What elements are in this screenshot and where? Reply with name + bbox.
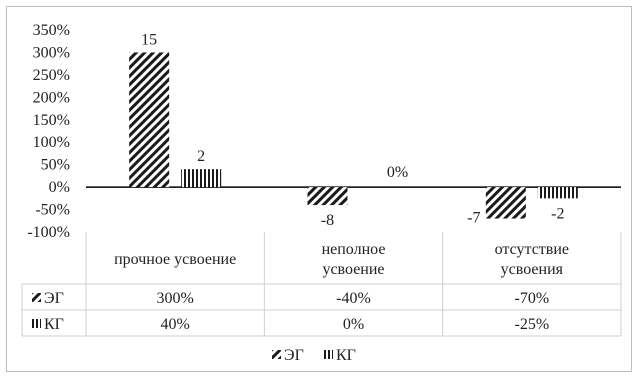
table-cell: 40%: [161, 316, 190, 333]
table-cell: -25%: [515, 316, 550, 333]
y-tick-label: 100%: [33, 134, 70, 151]
y-tick-label: 300%: [33, 44, 70, 61]
data-label-ЭГ-2: -7: [467, 210, 480, 227]
legend: ЭГ КГ: [272, 347, 356, 364]
bars: [129, 52, 578, 219]
data-label-КГ-1: 0%: [387, 164, 408, 181]
data-label-ЭГ-0: 15: [141, 31, 157, 48]
category-label-1: неполное усвоение: [322, 241, 386, 278]
y-tick-label: -50%: [35, 202, 70, 219]
bar-КГ-0: [181, 169, 222, 188]
y-tick-label: 50%: [41, 157, 70, 174]
table-cell: 300%: [157, 290, 194, 307]
table-cell: -40%: [336, 290, 371, 307]
bar-ЭГ-1: [307, 187, 348, 206]
table-legend-label: КГ: [44, 316, 64, 333]
bar-ЭГ-0: [129, 52, 170, 188]
bar-labels: 15 2 -8 0% -7 -2: [141, 31, 564, 229]
table-cell: -70%: [515, 290, 550, 307]
table-cell: 0%: [343, 316, 364, 333]
y-tick-label: 350%: [33, 22, 70, 39]
data-label-ЭГ-1: -8: [321, 212, 334, 229]
legend-label: ЭГ: [284, 347, 304, 364]
data-label-КГ-0: 2: [197, 148, 205, 165]
table-legend-swatch-ЭГ: [32, 293, 41, 302]
legend-label: КГ: [336, 347, 356, 364]
table-legend-swatch-КГ: [32, 319, 41, 328]
y-tick-label: 250%: [33, 67, 70, 84]
table-legend-label: ЭГ: [44, 290, 64, 307]
y-tick-label: 200%: [33, 89, 70, 106]
category-label-0: прочное усвоение: [114, 251, 236, 268]
y-axis: 350%300%250%200%150%100%50%0%-50%-100%: [27, 22, 621, 241]
y-tick-label: -100%: [27, 224, 70, 241]
data-label-КГ-2: -2: [551, 205, 564, 222]
bar-КГ-2: [537, 187, 578, 199]
bar-ЭГ-2: [485, 187, 526, 219]
legend-swatch-КГ: [324, 350, 333, 359]
data-table: прочное усвоение неполное усвоение отсутств…: [21, 232, 622, 337]
y-tick-label: 150%: [33, 112, 70, 129]
legend-swatch-ЭГ: [272, 350, 281, 359]
category-label-2: отсутствие усвоения: [495, 241, 569, 278]
y-tick-label: 0%: [49, 179, 70, 196]
